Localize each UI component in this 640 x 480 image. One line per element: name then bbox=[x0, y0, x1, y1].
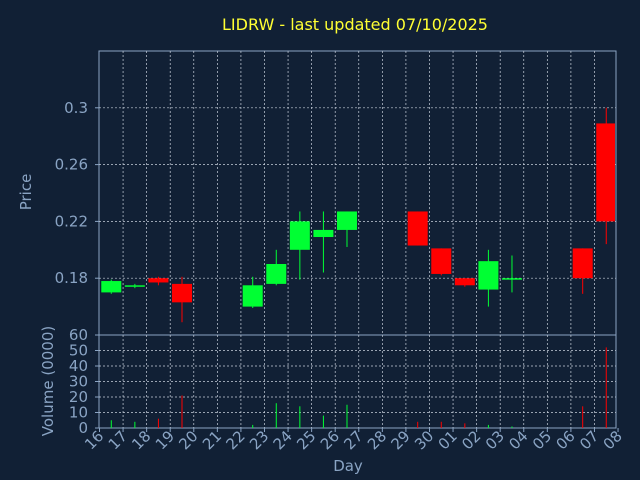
candle-body bbox=[266, 264, 287, 284]
price-tick-label: 0.22 bbox=[55, 212, 88, 230]
candle-body bbox=[407, 211, 428, 246]
x-axis-label: Day bbox=[333, 457, 363, 475]
candle-body bbox=[313, 229, 334, 238]
x-tick-label: 29 bbox=[388, 427, 414, 453]
volume-tick-label: 10 bbox=[69, 404, 88, 422]
x-tick-label: 23 bbox=[246, 427, 272, 453]
volume-tick-label: 20 bbox=[69, 388, 88, 406]
x-tick-label: 30 bbox=[411, 427, 437, 453]
price-axis-label: Price bbox=[17, 174, 35, 211]
candle-body bbox=[596, 123, 615, 222]
x-tick-label: 02 bbox=[458, 427, 484, 453]
volume-tick-label: 30 bbox=[69, 373, 88, 391]
x-tick-label: 08 bbox=[600, 427, 626, 453]
x-tick-label: 03 bbox=[482, 427, 508, 453]
x-axis-ticks: 1617181920212223242526272829300102030405… bbox=[81, 427, 626, 453]
x-tick-label: 18 bbox=[128, 427, 154, 453]
x-tick-label: 01 bbox=[435, 427, 461, 453]
volume-tick-label: 50 bbox=[69, 342, 88, 360]
price-tick-label: 0.3 bbox=[64, 99, 88, 117]
x-tick-label: 17 bbox=[105, 427, 131, 453]
x-tick-label: 28 bbox=[364, 427, 390, 453]
volume-bars bbox=[110, 347, 607, 428]
x-tick-label: 24 bbox=[270, 427, 296, 453]
x-tick-label: 05 bbox=[529, 427, 555, 453]
x-tick-label: 20 bbox=[175, 427, 201, 453]
volume-grid bbox=[99, 335, 616, 428]
candle-body bbox=[124, 285, 145, 287]
x-tick-label: 19 bbox=[152, 427, 178, 453]
x-tick-label: 26 bbox=[317, 427, 343, 453]
x-tick-label: 22 bbox=[223, 427, 249, 453]
candle-body bbox=[336, 211, 357, 230]
price-y-ticks: 0.18 0.22 0.26 0.3 bbox=[55, 99, 99, 287]
x-tick-label: 21 bbox=[199, 427, 225, 453]
candles bbox=[101, 107, 615, 323]
volume-tick-label: 0 bbox=[78, 419, 88, 437]
x-tick-label: 07 bbox=[576, 427, 602, 453]
candle-body bbox=[101, 281, 122, 293]
candle-body bbox=[572, 248, 593, 279]
volume-tick-label: 40 bbox=[69, 357, 88, 375]
volume-tick-label: 60 bbox=[69, 326, 88, 344]
candle-body bbox=[289, 221, 310, 250]
x-tick-label: 27 bbox=[340, 427, 366, 453]
price-tick-label: 0.26 bbox=[55, 156, 88, 174]
candle-body bbox=[478, 261, 499, 290]
price-tick-label: 0.18 bbox=[55, 269, 88, 287]
price-grid bbox=[99, 51, 616, 335]
candle-body bbox=[171, 283, 192, 303]
x-tick-label: 04 bbox=[505, 427, 531, 453]
candle-body bbox=[148, 278, 169, 283]
candle-body bbox=[501, 278, 522, 280]
candle-body bbox=[431, 248, 452, 274]
x-tick-label: 06 bbox=[552, 427, 578, 453]
candle-body bbox=[242, 285, 263, 307]
chart-title: LIDRW - last updated 07/10/2025 bbox=[222, 15, 488, 34]
volume-axis-label: Volume (0000) bbox=[39, 326, 57, 436]
x-tick-label: 25 bbox=[293, 427, 319, 453]
candle-body bbox=[454, 278, 475, 286]
